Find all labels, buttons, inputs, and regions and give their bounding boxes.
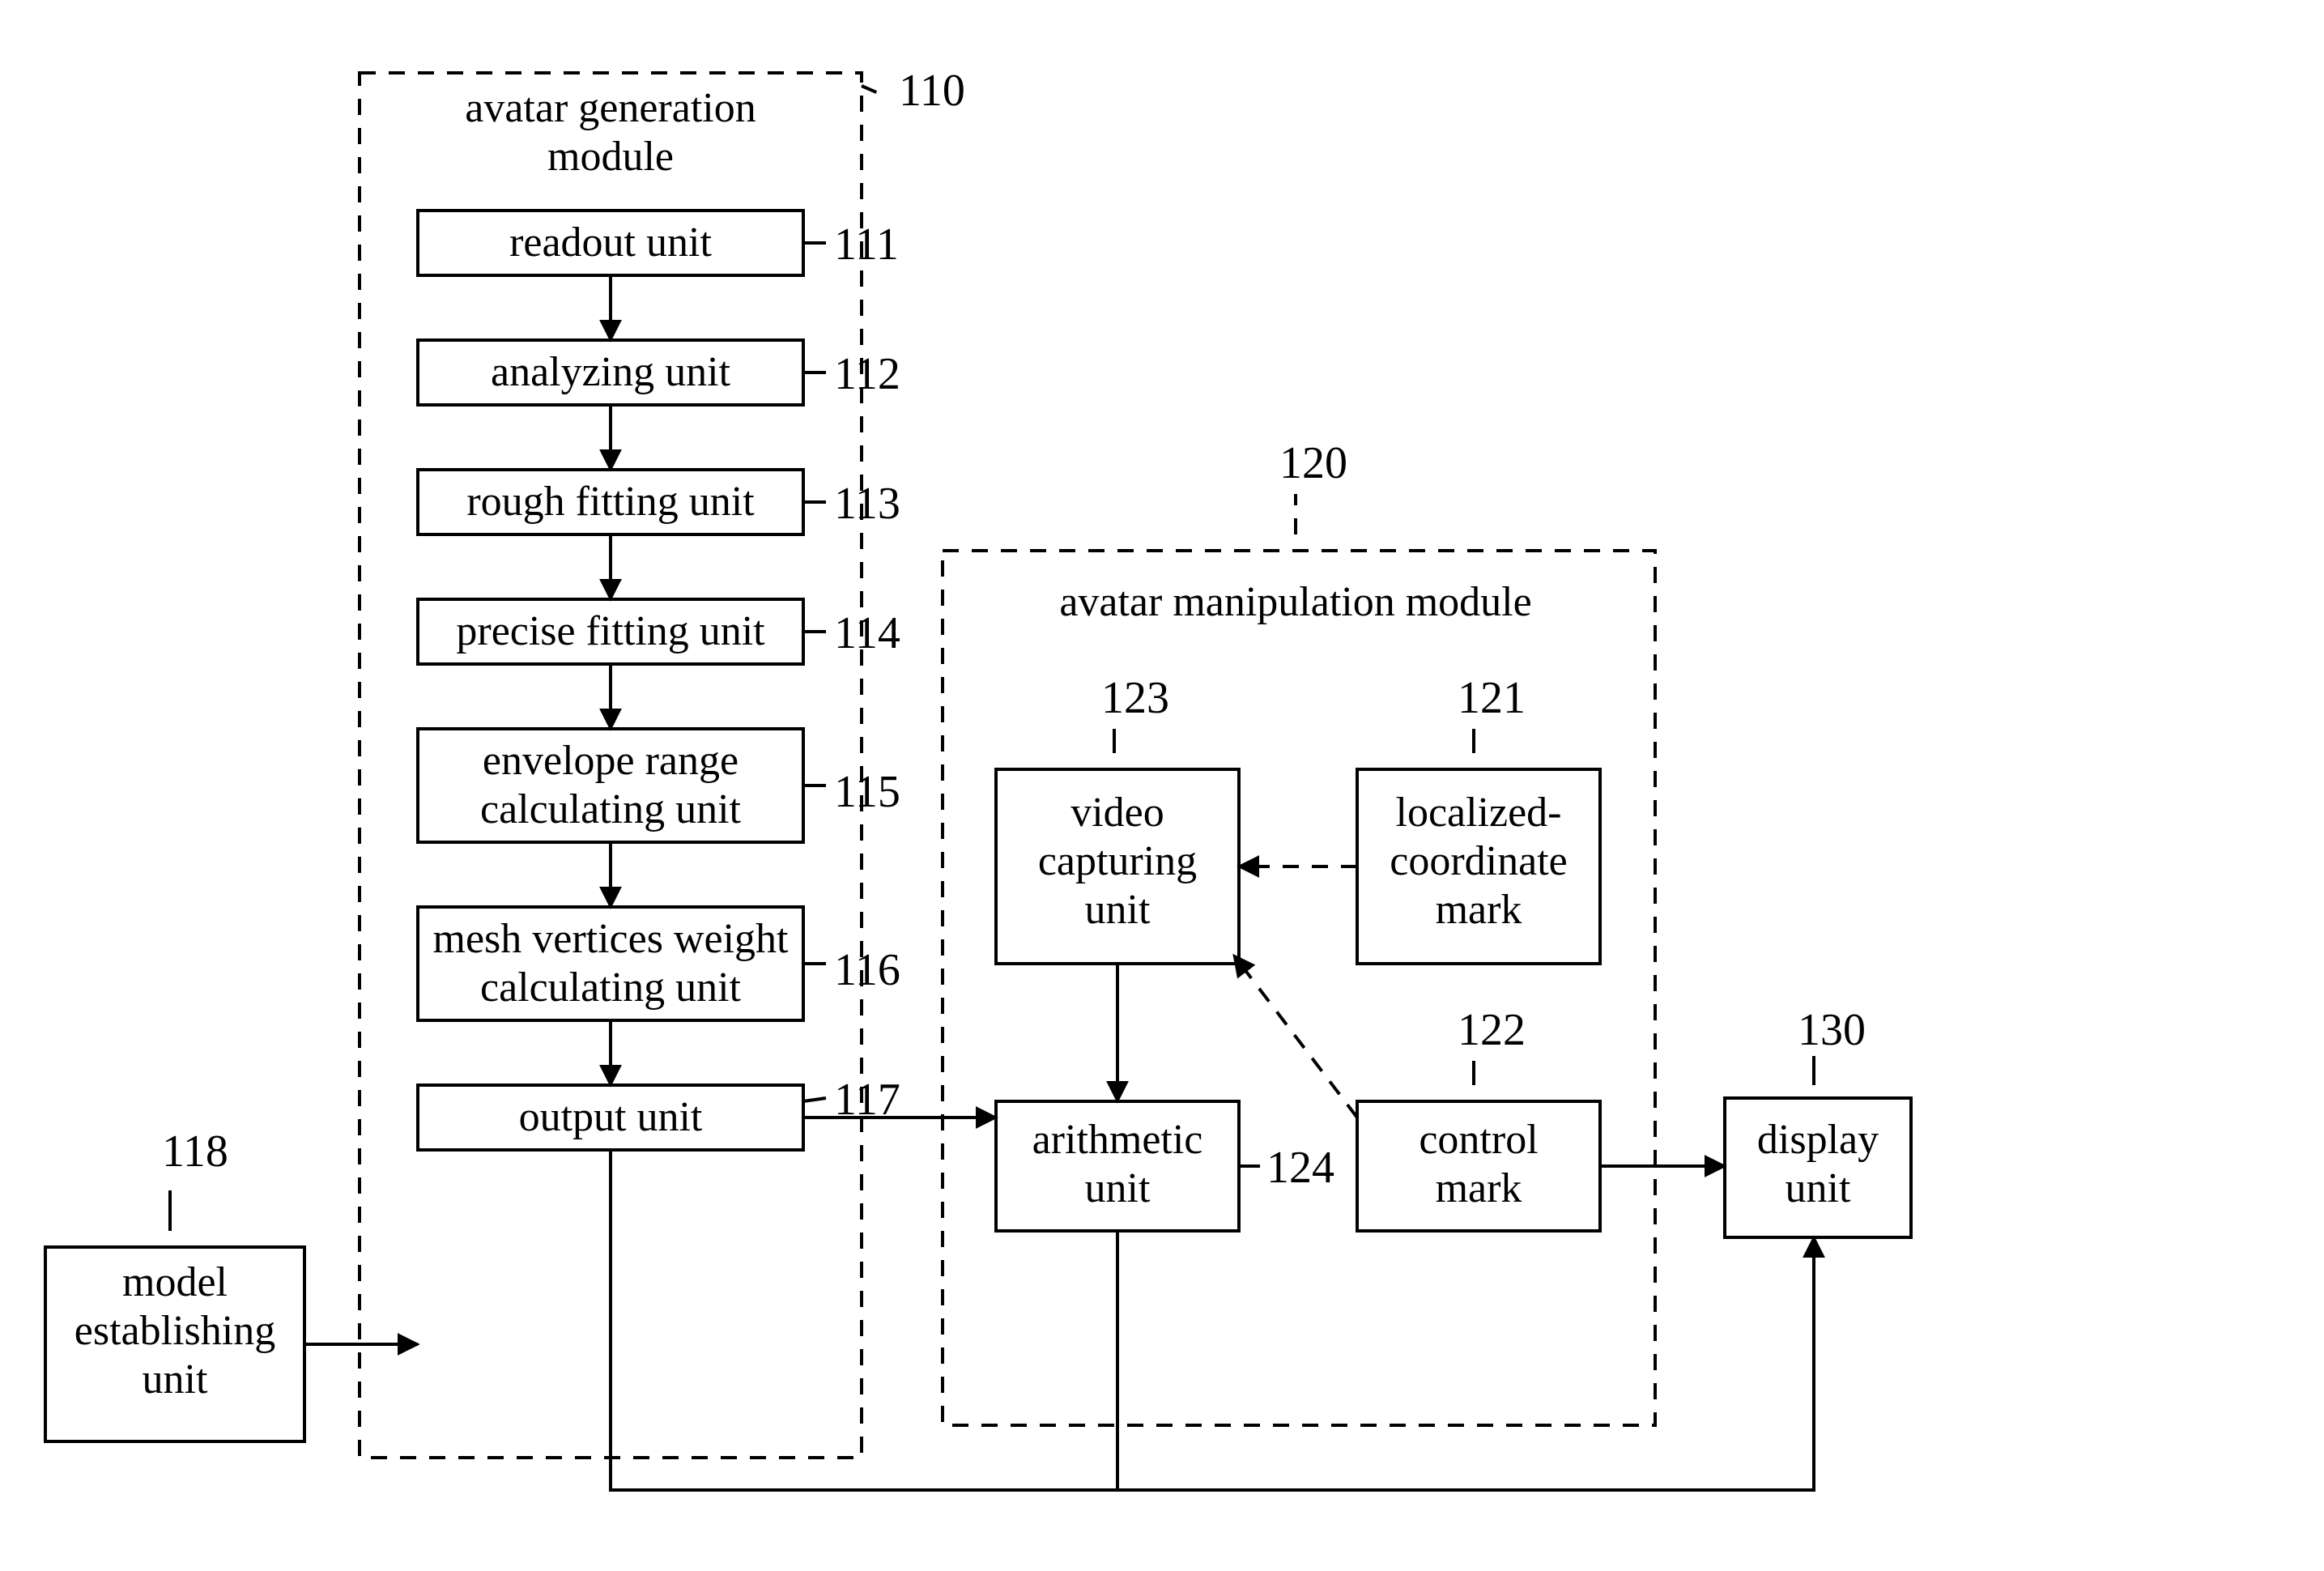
ref-116: 116 <box>834 945 900 995</box>
module-title: avatar manipulation module <box>1059 579 1531 625</box>
ref-114: 114 <box>834 608 900 658</box>
label-118: model <box>122 1259 228 1305</box>
label-121: localized- <box>1396 790 1562 836</box>
ref-123: 123 <box>1101 673 1169 723</box>
label-124: arithmetic <box>1032 1117 1203 1163</box>
ref-110: 110 <box>899 66 965 116</box>
label-117: output unit <box>519 1094 703 1140</box>
label-118: unit <box>143 1356 208 1403</box>
label-123: unit <box>1085 887 1151 933</box>
label-122: mark <box>1436 1165 1522 1211</box>
ref-130: 130 <box>1798 1005 1866 1055</box>
label-121: coordinate <box>1390 838 1567 884</box>
arrow-a124-down <box>1117 1231 1814 1490</box>
label-114: precise fitting unit <box>456 608 765 654</box>
label-122: control <box>1419 1117 1538 1163</box>
label-130: display <box>1757 1117 1879 1163</box>
ref-113: 113 <box>834 479 900 529</box>
ref-121: 121 <box>1458 673 1526 723</box>
label-111: readout unit <box>509 219 712 266</box>
ref-124: 124 <box>1266 1143 1334 1193</box>
label-116: calculating unit <box>480 964 742 1011</box>
label-123: capturing <box>1038 838 1197 884</box>
ref-122: 122 <box>1458 1005 1526 1055</box>
ref-115: 115 <box>834 767 900 817</box>
label-115: envelope range <box>483 738 738 784</box>
label-116: mesh vertices weight <box>433 916 790 962</box>
label-124: unit <box>1085 1165 1151 1211</box>
label-112: analyzing unit <box>491 349 731 395</box>
ref-111: 111 <box>834 219 899 270</box>
ref-120: 120 <box>1279 438 1347 488</box>
svg-text:module: module <box>547 134 674 180</box>
module-title: avatar generation <box>465 85 756 131</box>
diagram-canvas: avatar generationmodule 110 avatar manipul… <box>0 0 2324 1571</box>
module-man <box>943 551 1655 1425</box>
arrow-a122-123 <box>1234 956 1357 1118</box>
ref-112: 112 <box>834 349 900 399</box>
ref-118: 118 <box>162 1126 228 1177</box>
label-118: establishing <box>74 1308 275 1354</box>
label-121: mark <box>1436 887 1522 933</box>
label-123: video <box>1070 790 1164 836</box>
label-130: unit <box>1786 1165 1851 1211</box>
label-115: calculating unit <box>480 786 742 832</box>
label-113: rough fitting unit <box>466 479 755 525</box>
